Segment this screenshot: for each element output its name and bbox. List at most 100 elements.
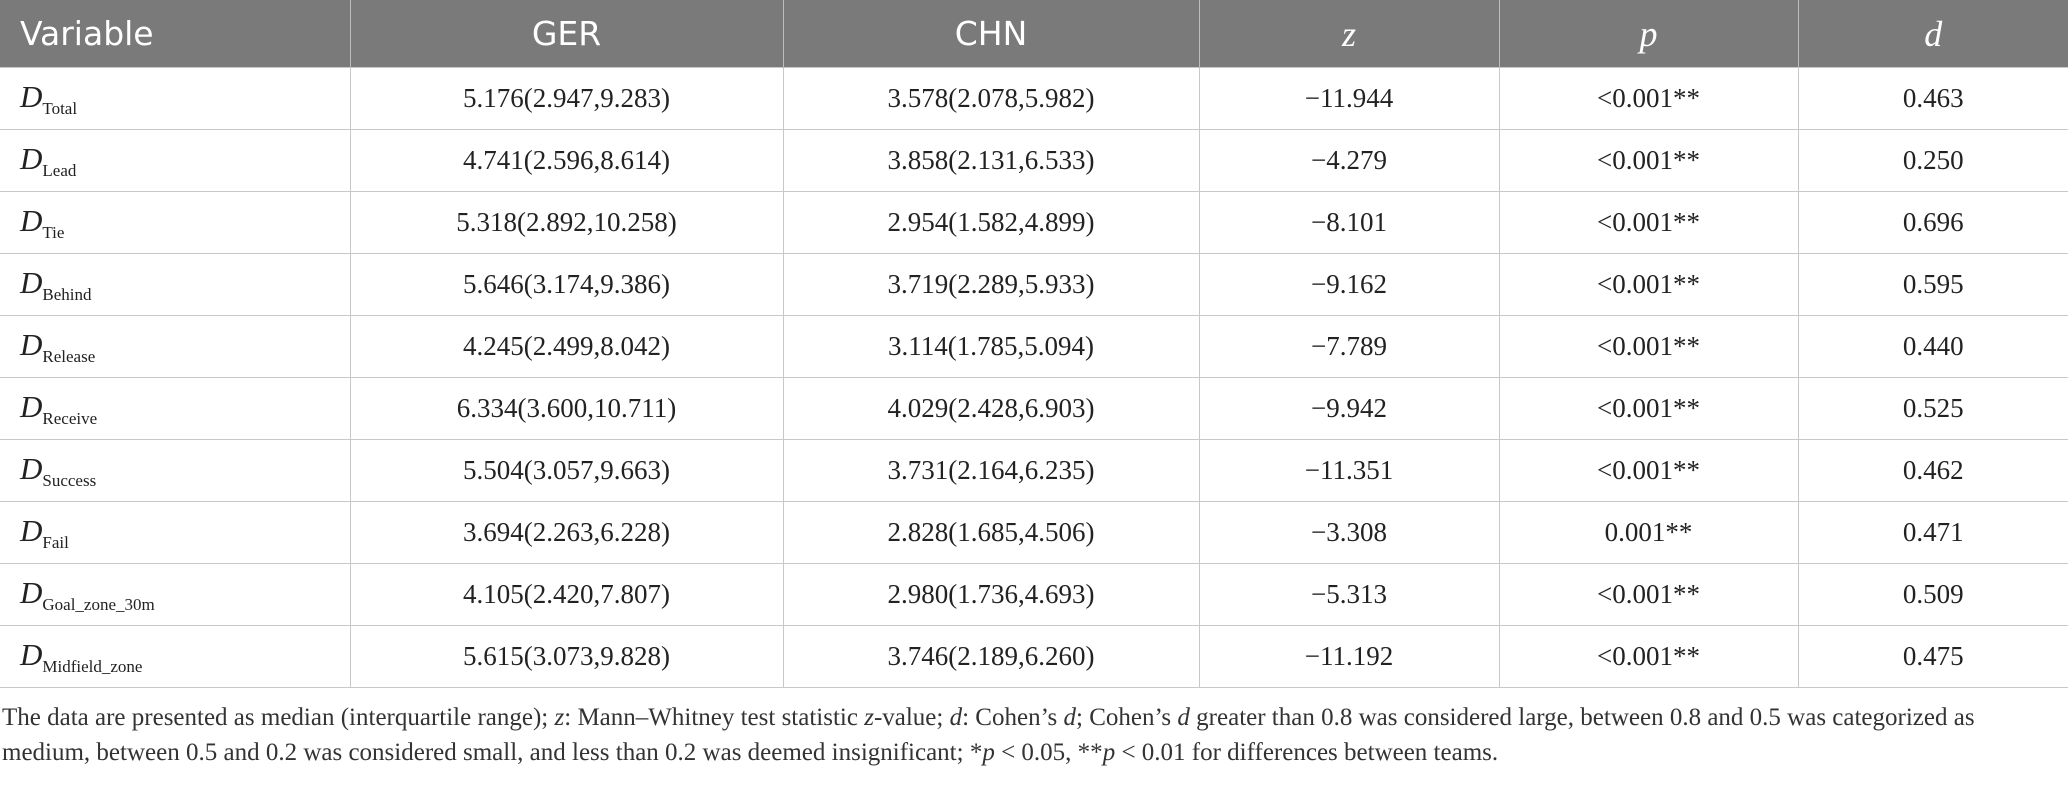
variable-cell: DMidfield_zone <box>0 625 351 688</box>
table-row: DTie 5.318(2.892,10.258) 2.954(1.582,4.8… <box>0 191 2068 254</box>
d-cell: 0.595 <box>1797 253 2068 316</box>
p-cell: <0.001** <box>1498 67 1799 130</box>
variable-subscript: Behind <box>42 284 92 304</box>
z-cell: −9.942 <box>1198 377 1500 440</box>
d-cell: 0.250 <box>1797 129 2068 192</box>
z-cell: −11.192 <box>1198 625 1500 688</box>
ger-cell: 3.694(2.263,6.228) <box>349 501 784 564</box>
variable-symbol: D <box>20 264 43 300</box>
chn-cell: 2.828(1.685,4.506) <box>782 501 1200 564</box>
ger-cell: 5.504(3.057,9.663) <box>349 439 784 502</box>
variable-subscript: Total <box>42 98 78 118</box>
variable-symbol: D <box>20 636 43 672</box>
chn-cell: 3.731(2.164,6.235) <box>782 439 1200 502</box>
table-row: DTotal 5.176(2.947,9.283) 3.578(2.078,5.… <box>0 67 2068 130</box>
chn-cell: 3.578(2.078,5.982) <box>782 67 1200 130</box>
variable-subscript: Goal_zone_30m <box>42 594 155 614</box>
z-cell: −4.279 <box>1198 129 1500 192</box>
ger-cell: 6.334(3.600,10.711) <box>349 377 784 440</box>
table-row: DSuccess 5.504(3.057,9.663) 3.731(2.164,… <box>0 439 2068 502</box>
variable-cell: DReceive <box>0 377 351 440</box>
variable-symbol: D <box>20 450 43 486</box>
variable-subscript: Midfield_zone <box>42 656 143 676</box>
variable-symbol: D <box>20 78 43 114</box>
variable-cell: DSuccess <box>0 439 351 502</box>
variable-cell: DTotal <box>0 67 351 130</box>
p-cell: <0.001** <box>1498 439 1799 502</box>
table-row: DMidfield_zone 5.615(3.073,9.828) 3.746(… <box>0 625 2068 688</box>
z-cell: −7.789 <box>1198 315 1500 378</box>
d-cell: 0.463 <box>1797 67 2068 130</box>
chn-cell: 3.746(2.189,6.260) <box>782 625 1200 688</box>
z-cell: −11.351 <box>1198 439 1500 502</box>
variable-symbol: D <box>20 140 43 176</box>
z-cell: −8.101 <box>1198 191 1500 254</box>
header-ger: GER <box>350 0 784 68</box>
variable-cell: DTie <box>0 191 351 254</box>
chn-cell: 3.858(2.131,6.533) <box>782 129 1200 192</box>
d-cell: 0.462 <box>1797 439 2068 502</box>
p-cell: <0.001** <box>1498 191 1799 254</box>
header-chn: CHN <box>783 0 1200 68</box>
ger-cell: 5.176(2.947,9.283) <box>349 67 784 130</box>
variable-subscript: Lead <box>42 160 77 180</box>
header-row: Variable GER CHN z p d <box>0 0 2068 68</box>
table-row: DFail 3.694(2.263,6.228) 2.828(1.685,4.5… <box>0 501 2068 564</box>
variable-symbol: D <box>20 202 43 238</box>
ger-cell: 4.741(2.596,8.614) <box>349 129 784 192</box>
results-table: Variable GER CHN z p d DTotal 5.176(2.94… <box>0 0 2068 688</box>
chn-cell: 3.719(2.289,5.933) <box>782 253 1200 316</box>
variable-subscript: Release <box>42 346 96 366</box>
d-cell: 0.440 <box>1797 315 2068 378</box>
table-row: DRelease 4.245(2.499,8.042) 3.114(1.785,… <box>0 315 2068 378</box>
chn-cell: 3.114(1.785,5.094) <box>782 315 1200 378</box>
variable-subscript: Success <box>42 470 97 490</box>
table-row: DGoal_zone_30m 4.105(2.420,7.807) 2.980(… <box>0 563 2068 626</box>
header-d: d <box>1798 0 2068 68</box>
d-cell: 0.696 <box>1797 191 2068 254</box>
variable-symbol: D <box>20 512 43 548</box>
header-variable: Variable <box>0 0 351 68</box>
variable-symbol: D <box>20 388 43 424</box>
ger-cell: 4.105(2.420,7.807) <box>349 563 784 626</box>
variable-cell: DLead <box>0 129 351 192</box>
variable-symbol: D <box>20 574 43 610</box>
variable-subscript: Tie <box>42 222 65 242</box>
variable-cell: DFail <box>0 501 351 564</box>
chn-cell: 2.954(1.582,4.899) <box>782 191 1200 254</box>
p-cell: <0.001** <box>1498 625 1799 688</box>
ger-cell: 4.245(2.499,8.042) <box>349 315 784 378</box>
ger-cell: 5.646(3.174,9.386) <box>349 253 784 316</box>
chn-cell: 2.980(1.736,4.693) <box>782 563 1200 626</box>
ger-cell: 5.318(2.892,10.258) <box>349 191 784 254</box>
variable-cell: DBehind <box>0 253 351 316</box>
table-row: DReceive 6.334(3.600,10.711) 4.029(2.428… <box>0 377 2068 440</box>
table-footnote: The data are presented as median (interq… <box>2 704 1975 766</box>
variable-symbol: D <box>20 326 43 362</box>
variable-cell: DGoal_zone_30m <box>0 563 351 626</box>
d-cell: 0.525 <box>1797 377 2068 440</box>
d-cell: 0.475 <box>1797 625 2068 688</box>
p-cell: <0.001** <box>1498 129 1799 192</box>
d-cell: 0.471 <box>1797 501 2068 564</box>
z-cell: −9.162 <box>1198 253 1500 316</box>
variable-cell: DRelease <box>0 315 351 378</box>
p-cell: <0.001** <box>1498 377 1799 440</box>
p-cell: <0.001** <box>1498 563 1799 626</box>
p-cell: <0.001** <box>1498 315 1799 378</box>
z-cell: −3.308 <box>1198 501 1500 564</box>
table-row: DBehind 5.646(3.174,9.386) 3.719(2.289,5… <box>0 253 2068 316</box>
header-p: p <box>1499 0 1799 68</box>
variable-subscript: Receive <box>42 408 98 428</box>
p-cell: 0.001** <box>1498 501 1799 564</box>
z-cell: −11.944 <box>1198 67 1500 130</box>
z-cell: −5.313 <box>1198 563 1500 626</box>
chn-cell: 4.029(2.428,6.903) <box>782 377 1200 440</box>
table-row: DLead 4.741(2.596,8.614) 3.858(2.131,6.5… <box>0 129 2068 192</box>
variable-subscript: Fail <box>42 532 69 552</box>
p-cell: <0.001** <box>1498 253 1799 316</box>
header-z: z <box>1199 0 1500 68</box>
ger-cell: 5.615(3.073,9.828) <box>349 625 784 688</box>
d-cell: 0.509 <box>1797 563 2068 626</box>
